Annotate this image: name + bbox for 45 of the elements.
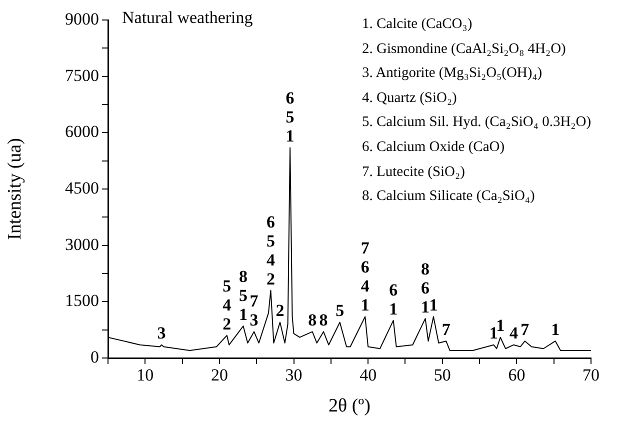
annotation: 1	[496, 316, 505, 336]
annotation: 8. Calcium Silicate (Ca₂SiO₄)	[362, 187, 536, 206]
y-tick-label: 0	[90, 347, 99, 366]
annotation: 7. Lutecite (SiO₂)	[362, 162, 466, 182]
y-axis-title: Intensity (ua)	[4, 138, 26, 240]
annotation: 8 6 1	[421, 259, 430, 316]
annotation: 7 3	[250, 292, 259, 330]
annotation: 7 6 4 1	[360, 238, 370, 315]
x-axis-title: 2θ (º)	[328, 396, 370, 417]
annotation: 8	[319, 310, 328, 330]
annotation: 6 5 4 2	[266, 212, 276, 288]
annotation: 7	[442, 320, 451, 339]
x-tick-label: 10	[136, 366, 154, 385]
y-tick-label: 7500	[65, 66, 99, 85]
annotation: 1	[551, 320, 560, 339]
annotation: 5	[336, 301, 344, 320]
y-tick-label: 9000	[65, 9, 99, 28]
y-tick-label: 3000	[65, 234, 99, 254]
x-tick-label: 60	[508, 366, 526, 385]
annotation: 8	[308, 310, 317, 330]
annotation: 4. Quartz (SiO₂)	[362, 88, 458, 108]
chart-title: Natural weathering	[122, 8, 253, 28]
x-tick-label: 50	[434, 366, 451, 385]
x-tick-label: 20	[210, 366, 228, 385]
annotation: 6. Calcium Oxide (CaO)	[362, 138, 506, 157]
x-tick-label: 40	[360, 366, 377, 385]
annotation: 7	[520, 320, 530, 339]
y-tick-label: 1500	[65, 291, 99, 310]
annotation: 1. Calcite (CaCO₃)	[362, 15, 474, 34]
annotation: 5 4 2	[222, 276, 232, 334]
annotation: 8 5 1	[238, 266, 248, 324]
annotation: 3	[157, 324, 166, 343]
annotation: 6 5 1	[286, 88, 294, 146]
x-tick-label: 70	[582, 366, 600, 385]
annotation: 2. Gismondine (CaAl₂Si₂O₈ 4H₂O)	[362, 40, 567, 59]
y-tick-label: 6000	[65, 122, 99, 142]
x-tick-label: 30	[285, 366, 302, 385]
annotation: 3. Antigorite (Mg₃Si₂O₅(OH)₄)	[362, 64, 544, 84]
annotation: 2	[276, 301, 284, 320]
annotation: 5. Calcium Sil. Hyd. (Ca₂SiO₄ 0.3H₂O)	[362, 113, 592, 132]
annotation: 6 1	[389, 280, 398, 318]
annotation: 1	[429, 296, 438, 315]
y-tick-label: 4500	[65, 178, 99, 198]
annotation: 4	[509, 324, 518, 343]
annotation: 1	[489, 324, 498, 343]
